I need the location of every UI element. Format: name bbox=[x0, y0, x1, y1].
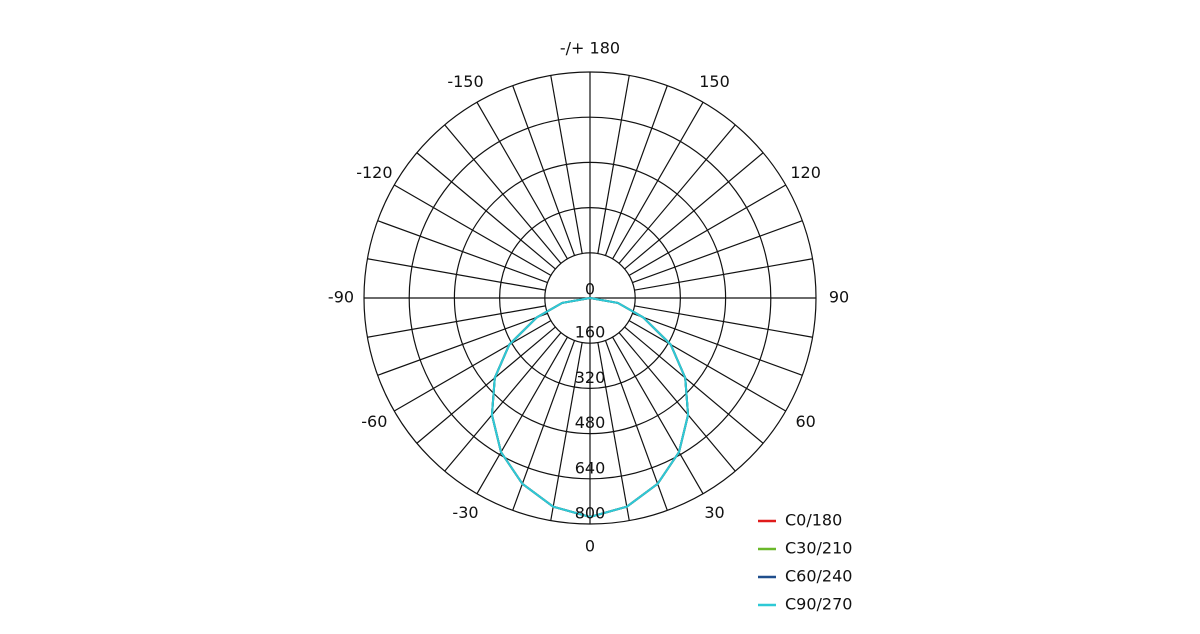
angle-tick-label: 60 bbox=[795, 412, 815, 431]
minor-spoke bbox=[444, 124, 562, 264]
legend-label: C60/240 bbox=[785, 567, 852, 586]
minor-spoke bbox=[377, 312, 548, 376]
minor-spoke bbox=[634, 305, 813, 338]
minor-spoke bbox=[597, 75, 630, 254]
grid-spoke bbox=[612, 336, 704, 495]
radial-tick-label: 480 bbox=[575, 413, 606, 432]
angle-tick-label: 120 bbox=[790, 163, 821, 182]
minor-spoke bbox=[550, 75, 583, 254]
legend-label: C30/210 bbox=[785, 539, 852, 558]
radial-tick-label: 640 bbox=[575, 458, 606, 477]
radial-tick-label: 800 bbox=[575, 504, 606, 523]
angle-tick-label: -150 bbox=[447, 72, 483, 91]
minor-spoke bbox=[367, 258, 546, 291]
grid-spoke bbox=[628, 184, 787, 276]
angle-tick-label: 90 bbox=[829, 288, 849, 307]
minor-spoke bbox=[624, 152, 764, 270]
minor-spoke bbox=[604, 340, 668, 511]
minor-spoke bbox=[512, 85, 576, 256]
minor-spoke bbox=[632, 220, 803, 284]
minor-spoke bbox=[416, 152, 556, 270]
grid-spoke bbox=[393, 184, 552, 276]
minor-spoke bbox=[444, 332, 562, 472]
minor-spoke bbox=[634, 258, 813, 291]
minor-spoke bbox=[618, 124, 736, 264]
angle-tick-label: 0 bbox=[585, 537, 595, 556]
grid-spoke bbox=[476, 101, 568, 260]
minor-spoke bbox=[367, 305, 546, 338]
legend-label: C90/270 bbox=[785, 595, 852, 614]
angle-tick-label: -/+ 180 bbox=[560, 39, 620, 58]
minor-spoke bbox=[597, 342, 630, 521]
minor-spoke bbox=[416, 326, 556, 444]
angle-tick-label: -120 bbox=[356, 163, 392, 182]
minor-spoke bbox=[512, 340, 576, 511]
angle-tick-label: -30 bbox=[452, 503, 478, 522]
radial-tick-label: 0 bbox=[585, 280, 595, 299]
grid-spoke bbox=[476, 336, 568, 495]
intensity-curve bbox=[490, 297, 690, 518]
minor-spoke bbox=[618, 332, 736, 472]
angle-tick-label: 150 bbox=[699, 72, 730, 91]
legend-label: C0/180 bbox=[785, 511, 842, 530]
radial-tick-label: 320 bbox=[575, 368, 606, 387]
grid-spoke bbox=[612, 101, 704, 260]
minor-spoke bbox=[550, 342, 583, 521]
angle-tick-label: -90 bbox=[328, 288, 354, 307]
minor-spoke bbox=[624, 326, 764, 444]
minor-spoke bbox=[604, 85, 668, 256]
grid-spoke bbox=[393, 320, 552, 412]
minor-spoke bbox=[632, 312, 803, 376]
angle-tick-label: 30 bbox=[704, 503, 724, 522]
angle-tick-label: -60 bbox=[361, 412, 387, 431]
minor-spoke bbox=[377, 220, 548, 284]
radial-tick-label: 160 bbox=[575, 323, 606, 342]
grid-spoke bbox=[628, 320, 787, 412]
